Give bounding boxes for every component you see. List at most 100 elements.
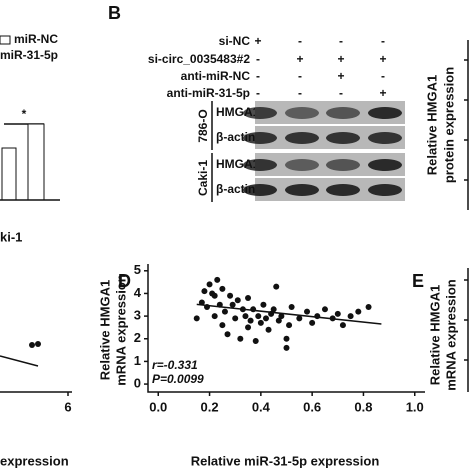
band (326, 107, 360, 119)
treatment-sign: + (337, 69, 344, 83)
point (237, 335, 244, 342)
y-axis-label: protein expression (441, 67, 456, 183)
point (211, 292, 218, 299)
band (285, 159, 319, 171)
x-tick-label: 0.0 (149, 399, 167, 414)
treatment-label: si-circ_0035483#2 (148, 52, 250, 66)
y-tick-label: 3 (134, 308, 141, 323)
treatment-sign: + (254, 34, 261, 48)
point (250, 306, 257, 313)
point (347, 313, 354, 320)
bar (27, 123, 45, 201)
y-tick-label: 2 (134, 330, 141, 345)
point (265, 326, 272, 333)
point (227, 292, 234, 299)
treatment-sign: - (256, 86, 260, 100)
band (243, 132, 277, 144)
point (286, 322, 293, 329)
x-tick-label: 0.8 (354, 399, 372, 414)
point (283, 344, 290, 351)
point (262, 315, 269, 322)
point (278, 313, 285, 320)
axis (0, 391, 72, 396)
treatment-sign: - (381, 34, 385, 48)
y-axis-label: Relative HMGA1 (427, 285, 442, 385)
band (243, 159, 277, 171)
y-axis-label: mRNA expression (113, 274, 128, 386)
panel-letter: D (118, 271, 131, 291)
annotation: r=-0.331 (152, 358, 198, 372)
treatment-sign: - (298, 86, 302, 100)
band (326, 132, 360, 144)
point (245, 294, 252, 301)
treatment-sign: - (381, 69, 385, 83)
point (245, 324, 252, 331)
y-tick-label: 4 (134, 285, 142, 300)
band (243, 184, 277, 196)
point (234, 297, 241, 304)
point (275, 317, 282, 324)
panel-letter: B (108, 3, 121, 23)
y-axis-label: Relative HMGA1 (97, 280, 112, 380)
legend-swatch (0, 35, 11, 45)
point (365, 304, 372, 311)
point (273, 283, 280, 290)
point (247, 317, 254, 324)
trend-line (0, 355, 39, 367)
point (309, 319, 316, 326)
point (242, 313, 249, 320)
treatment-sign: + (379, 86, 386, 100)
legend-label: miR-NC (14, 32, 58, 46)
band (285, 132, 319, 144)
y-tick-label: 0 (134, 376, 141, 391)
band (326, 184, 360, 196)
point (334, 310, 341, 317)
treatment-label: si-NC (219, 34, 251, 48)
point (257, 319, 264, 326)
cell-line-label: 786-O (196, 109, 210, 142)
cell-line-label: Caki-1 (196, 160, 210, 196)
band (285, 184, 319, 196)
point (270, 306, 277, 313)
point (339, 322, 346, 329)
point (288, 304, 295, 311)
point (29, 342, 35, 348)
treatment-label: anti-miR-31-5p (167, 86, 250, 100)
point (260, 301, 267, 308)
y-tick-label: 5 (134, 262, 141, 277)
treatment-sign: - (298, 69, 302, 83)
scatter-plot: 0 1 2 3 4 5 0.0 0.2 0.4 0.6 0.8 1.0 (134, 262, 425, 414)
y-axis-label: Relative HMGA1 (424, 75, 439, 175)
axis (147, 264, 425, 393)
x-tick-label: 1.0 (406, 399, 424, 414)
significance: * (22, 107, 27, 121)
treatment-sign: + (337, 52, 344, 66)
point (252, 338, 259, 345)
x-axis-label: expression (0, 453, 69, 468)
point (221, 308, 228, 315)
band (285, 107, 319, 119)
axis (464, 40, 469, 210)
band (368, 184, 402, 196)
point (224, 331, 231, 338)
point (193, 315, 200, 322)
x-tick-label: 6 (64, 399, 71, 414)
point (255, 313, 262, 320)
x-axis-label: Relative miR-31-5p expression (191, 453, 380, 468)
annotation: P=0.0099 (152, 372, 204, 386)
treatment-sign: - (256, 69, 260, 83)
point (314, 313, 321, 320)
point (321, 306, 328, 313)
trend-line (196, 303, 382, 325)
y-axis-label: mRNA expression (443, 279, 458, 391)
treatment-sign: - (339, 86, 343, 100)
bar (1, 147, 17, 201)
point (214, 276, 221, 283)
treatment-sign: - (339, 34, 343, 48)
band (368, 132, 402, 144)
point (35, 341, 41, 347)
point (201, 288, 208, 295)
point (206, 281, 213, 288)
